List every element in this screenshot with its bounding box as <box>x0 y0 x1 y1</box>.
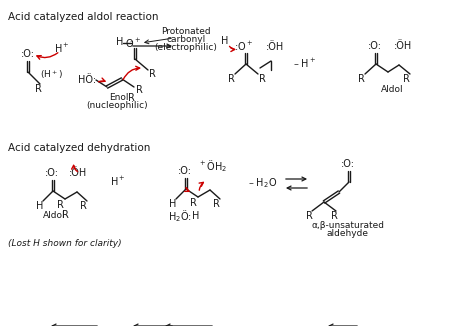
Text: ..: .. <box>130 37 134 43</box>
Text: (Lost H shown for clarity): (Lost H shown for clarity) <box>8 239 122 247</box>
Text: (H$^+$): (H$^+$) <box>40 69 64 82</box>
Text: :O$^+$: :O$^+$ <box>234 39 254 52</box>
Text: R: R <box>228 74 235 84</box>
Text: :ÖH: :ÖH <box>394 41 412 51</box>
Text: H: H <box>192 211 200 221</box>
Text: :O:: :O: <box>368 41 382 51</box>
Text: R: R <box>56 200 64 210</box>
Text: Acid catalyzed dehydration: Acid catalyzed dehydration <box>8 143 150 153</box>
Text: :O:: :O: <box>341 159 355 169</box>
Text: :ÖH: :ÖH <box>69 168 87 178</box>
Text: H: H <box>221 36 228 46</box>
Text: H: H <box>169 199 177 209</box>
Text: R: R <box>330 211 337 221</box>
Text: carbonyl: carbonyl <box>166 35 206 43</box>
Text: R: R <box>357 74 365 84</box>
Text: (electrophilic): (electrophilic) <box>155 42 218 52</box>
Text: R: R <box>190 198 196 208</box>
Text: R: R <box>80 201 86 211</box>
Text: R: R <box>306 211 312 221</box>
Text: H$^+$: H$^+$ <box>110 174 126 187</box>
Text: H$^+$: H$^+$ <box>54 41 70 54</box>
Text: Protonated: Protonated <box>161 26 211 36</box>
Text: R: R <box>35 84 41 94</box>
Text: aldehyde: aldehyde <box>327 229 369 238</box>
Text: R: R <box>136 85 143 95</box>
Text: H: H <box>116 37 124 47</box>
Text: R: R <box>128 93 135 103</box>
Text: (nucleophilic): (nucleophilic) <box>86 100 148 110</box>
Text: α,β-unsaturated: α,β-unsaturated <box>311 220 384 230</box>
Text: R: R <box>258 74 265 84</box>
Text: :O:: :O: <box>178 166 192 176</box>
Text: R: R <box>212 199 219 209</box>
Text: – H$^+$: – H$^+$ <box>293 56 317 69</box>
Text: Acid catalyzed aldol reaction: Acid catalyzed aldol reaction <box>8 12 158 22</box>
Text: Aldol: Aldol <box>43 211 65 219</box>
Text: – H$_2$O: – H$_2$O <box>248 176 278 190</box>
Text: R: R <box>148 69 155 79</box>
Text: H: H <box>36 201 44 211</box>
Text: H$_2$Ö:: H$_2$Ö: <box>168 208 192 224</box>
Text: :ÖH: :ÖH <box>266 42 284 52</box>
Text: HÖ:: HÖ: <box>78 75 96 85</box>
Text: O$^+$: O$^+$ <box>125 37 141 50</box>
Text: R: R <box>402 74 410 84</box>
Text: R: R <box>62 210 68 220</box>
Text: :O:: :O: <box>21 49 35 59</box>
Text: :O:: :O: <box>45 168 59 178</box>
Text: Enol: Enol <box>109 94 129 102</box>
Text: Aldol: Aldol <box>381 84 403 94</box>
Text: $^+$ÖH$_2$: $^+$ÖH$_2$ <box>198 158 228 174</box>
